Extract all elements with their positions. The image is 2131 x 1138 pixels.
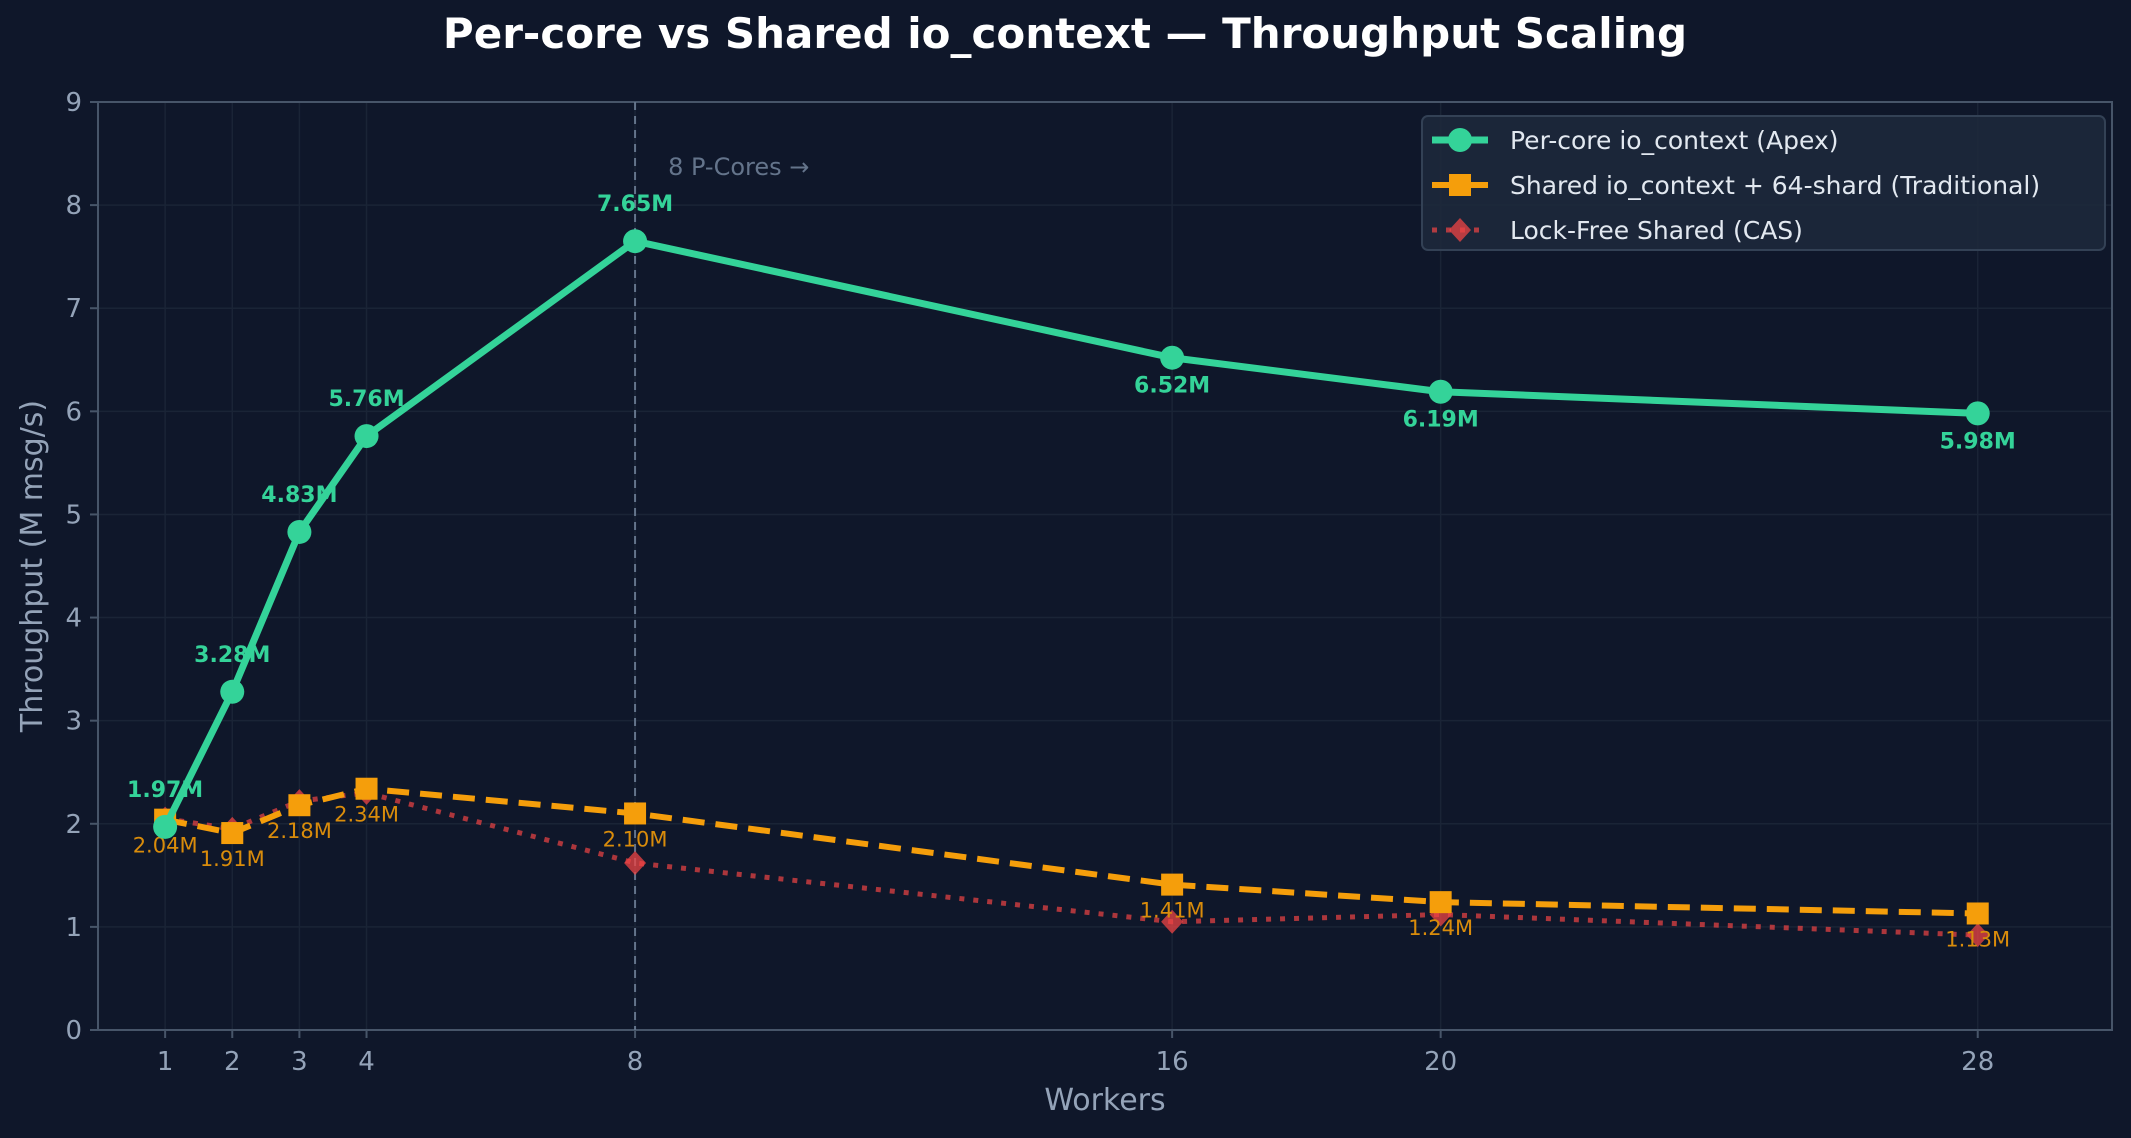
data-label: 2.10M xyxy=(603,827,668,851)
legend-marker xyxy=(1449,174,1471,196)
data-point xyxy=(624,850,647,875)
grid xyxy=(98,101,2112,1031)
y-tick-label: 5 xyxy=(65,500,82,530)
y-tick-label: 0 xyxy=(65,1016,82,1046)
data-label: 5.76M xyxy=(328,387,404,412)
y-tick-label: 9 xyxy=(65,88,82,118)
x-axis-label: Workers xyxy=(1044,1083,1165,1118)
data-point xyxy=(1428,379,1453,404)
data-label: 4.83M xyxy=(261,483,337,508)
data-point xyxy=(1965,401,1990,426)
data-point xyxy=(1160,345,1185,370)
data-point xyxy=(624,802,647,825)
series-line xyxy=(164,785,1978,917)
data-point xyxy=(287,519,312,544)
data-label: 2.18M xyxy=(267,819,332,843)
y-tick-label: 3 xyxy=(65,707,82,737)
axes xyxy=(97,101,2113,1031)
y-tick-label: 6 xyxy=(65,397,82,427)
legend-label: Per-core io_context (Apex) xyxy=(1510,126,1839,155)
data-point xyxy=(221,822,244,845)
y-axis-label: Throughput (M msg/s) xyxy=(15,400,50,733)
legend-marker xyxy=(1449,218,1471,242)
data-point xyxy=(623,229,648,254)
data-label: 1.41M xyxy=(1140,899,1205,923)
data-point xyxy=(1429,891,1452,914)
y-tick-label: 2 xyxy=(65,810,82,840)
data-point xyxy=(153,814,178,839)
data-label: 6.19M xyxy=(1403,408,1479,433)
y-tick-label: 7 xyxy=(65,294,82,324)
data-label: 1.97M xyxy=(127,778,203,803)
data-label: 2.34M xyxy=(334,803,399,827)
data-point xyxy=(1161,909,1184,934)
data-point xyxy=(1966,902,1989,925)
x-tick-label: 20 xyxy=(1424,1047,1457,1077)
legend-label: Shared io_context + 64-shard (Traditiona… xyxy=(1510,171,2040,200)
y-tick-label: 4 xyxy=(65,604,82,634)
annotation: 8 P-Cores → xyxy=(634,102,809,1030)
y-tick-label: 1 xyxy=(65,913,82,943)
data-point xyxy=(354,424,379,449)
x-tick-label: 8 xyxy=(627,1047,644,1077)
legend-marker xyxy=(1448,128,1472,152)
data-point xyxy=(288,794,311,817)
series-line xyxy=(161,237,1978,829)
data-point xyxy=(1966,923,1989,948)
legend-label: Lock-Free Shared (CAS) xyxy=(1510,216,1803,245)
data-point xyxy=(1161,873,1184,896)
data-label: 1.13M xyxy=(1945,927,2010,951)
data-label: 6.52M xyxy=(1134,374,1210,399)
data-label: 7.65M xyxy=(597,192,673,217)
x-tick-label: 3 xyxy=(291,1047,308,1077)
x-tick-label: 1 xyxy=(157,1047,174,1077)
series-line xyxy=(164,790,1978,938)
legend: Per-core io_context (Apex) Shared io_cont… xyxy=(1421,115,2106,251)
data-label: 5.98M xyxy=(1940,429,2016,454)
plot-frame xyxy=(97,101,2113,1031)
x-tick-label: 2 xyxy=(224,1047,241,1077)
data-label: 1.91M xyxy=(200,847,265,871)
y-tick-label: 8 xyxy=(65,191,82,221)
x-tick-label: 16 xyxy=(1156,1047,1189,1077)
series-2 xyxy=(154,780,1989,948)
x-tick-label: 28 xyxy=(1961,1047,1994,1077)
tick-labels: 0 1 2 3 4 5 6 7 8 9 1 2 3 4 8 16 20 28 xyxy=(65,88,1994,1077)
data-label: 1.24M xyxy=(1408,916,1473,940)
annotation-text: 8 P-Cores → xyxy=(668,153,809,181)
data-point xyxy=(355,777,378,800)
data-point xyxy=(220,679,245,704)
x-tick-label: 4 xyxy=(358,1047,375,1077)
chart-title: Per-core vs Shared io_context — Throughp… xyxy=(443,9,1687,58)
data-label: 3.28M xyxy=(194,643,270,668)
series-0: 1.97M 3.28M 4.83M 5.76M 7.65M 6.52M 6.19M 5.98M xyxy=(127,192,2016,839)
